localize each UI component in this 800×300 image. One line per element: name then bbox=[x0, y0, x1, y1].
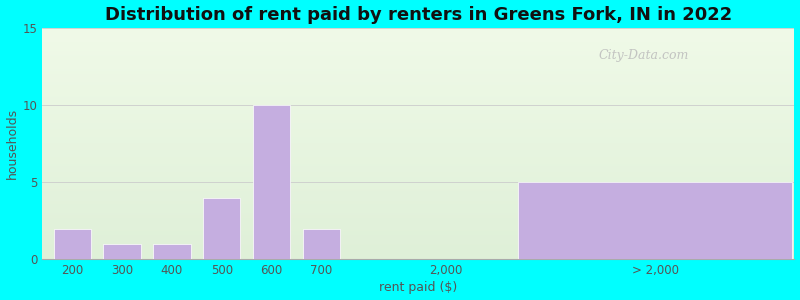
Bar bbox=[103, 244, 141, 260]
Y-axis label: households: households bbox=[6, 108, 18, 179]
X-axis label: rent paid ($): rent paid ($) bbox=[379, 281, 458, 294]
Bar bbox=[302, 229, 340, 260]
Title: Distribution of rent paid by renters in Greens Fork, IN in 2022: Distribution of rent paid by renters in … bbox=[105, 6, 732, 24]
Bar bbox=[253, 105, 290, 260]
Bar bbox=[54, 229, 91, 260]
Bar bbox=[154, 244, 190, 260]
Bar bbox=[203, 198, 241, 260]
Text: City-Data.com: City-Data.com bbox=[599, 49, 690, 62]
Bar bbox=[518, 182, 792, 260]
